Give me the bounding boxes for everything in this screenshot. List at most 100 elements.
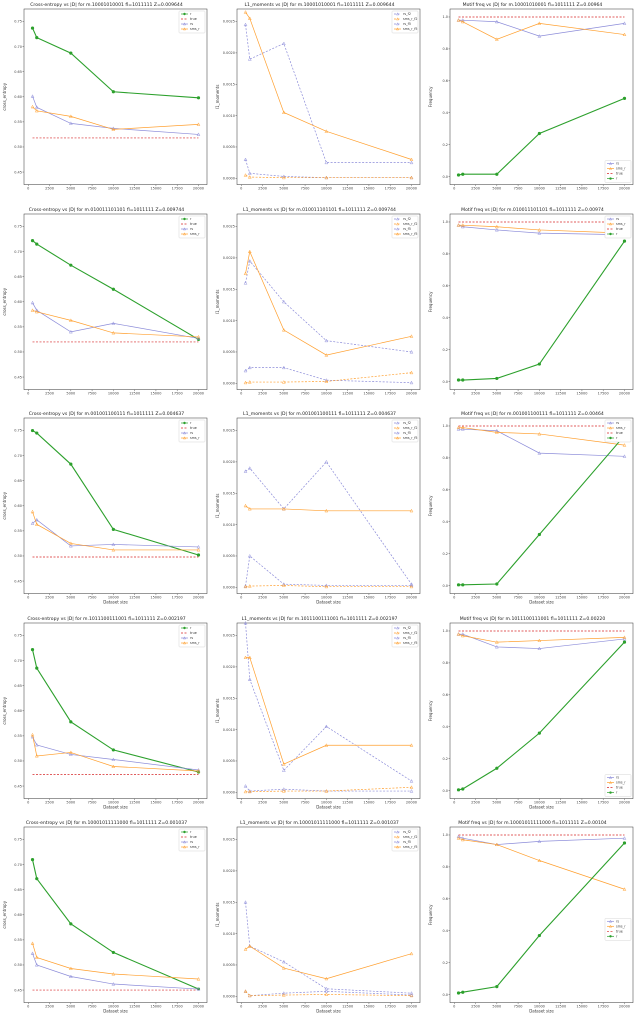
legend-entry: sms_r <box>190 845 200 849</box>
data-point <box>69 922 73 926</box>
data-point <box>111 548 116 552</box>
data-point <box>460 425 465 430</box>
x-tick-label: 10000 <box>108 1005 119 1009</box>
data-point <box>622 640 627 644</box>
data-point <box>243 947 248 952</box>
x-tick-label: 15000 <box>576 187 587 191</box>
x-tick-label: 15000 <box>150 187 161 191</box>
legend-entry: rs_f2 <box>403 626 411 630</box>
data-point <box>68 966 73 971</box>
series-line <box>458 838 625 890</box>
x-axis-label: Dataset size <box>103 600 128 605</box>
y-tick-label: 0.4 <box>442 725 448 729</box>
data-point <box>68 752 73 756</box>
x-tick-label: 12500 <box>555 391 566 395</box>
legend-entry: sms_r_f5 <box>403 641 418 645</box>
data-point <box>495 766 499 770</box>
data-point <box>537 34 542 38</box>
legend-entry: r <box>190 12 192 16</box>
data-point <box>456 173 461 177</box>
x-tick-label: 2500 <box>471 187 480 191</box>
y-tick-label: 0.60 <box>14 300 22 304</box>
series-line <box>458 427 625 446</box>
legend-marker <box>395 845 400 849</box>
data-point <box>111 764 116 768</box>
x-tick-label: 20000 <box>619 391 630 395</box>
x-axis-label: Dataset size <box>316 804 341 809</box>
data-point <box>247 789 252 793</box>
y-tick-label: 0.0 <box>442 789 448 793</box>
data-point <box>409 788 414 793</box>
series-sms-r <box>456 836 627 892</box>
y-tick-label: 0.0015 <box>223 82 235 86</box>
series-sms-r-f2 <box>243 173 414 180</box>
data-point <box>324 743 329 747</box>
y-tick-label: 0.55 <box>14 529 22 533</box>
data-point <box>622 841 627 845</box>
data-point <box>281 379 286 384</box>
y-tick-label: 0.8 <box>442 456 448 460</box>
data-point <box>409 175 414 180</box>
data-point <box>409 743 414 747</box>
y-tick-label: 1.0 <box>442 834 448 838</box>
chart-title: Motif freq vs |D| for m.010011101101 fl=… <box>461 207 604 213</box>
data-point <box>460 427 465 431</box>
y-tick-label: 0.55 <box>14 938 22 942</box>
x-tick-label: 17500 <box>598 187 609 191</box>
data-point <box>30 510 35 514</box>
legend-entry: sms_r_f5 <box>403 436 418 440</box>
plot-frame <box>449 417 634 595</box>
data-point <box>196 767 201 772</box>
x-tick-label: 0 <box>453 391 455 395</box>
legend-marker <box>395 22 400 26</box>
data-point <box>324 352 329 357</box>
data-point <box>281 788 286 793</box>
x-tick-label: 5000 <box>279 391 288 395</box>
data-point <box>243 10 248 14</box>
data-point <box>456 788 461 792</box>
x-tick-label: 10000 <box>534 800 545 804</box>
legend-marker <box>608 925 613 928</box>
data-point <box>247 171 252 175</box>
y-tick-label: 0.0005 <box>223 554 235 558</box>
y-tick-label: 0.70 <box>14 454 22 458</box>
series-line <box>245 991 412 997</box>
series-line <box>458 19 625 40</box>
x-tick-label: 2500 <box>258 1005 267 1009</box>
y-tick-label: 0.0025 <box>223 634 235 638</box>
series-r <box>456 640 627 792</box>
legend-marker <box>182 27 187 31</box>
chart-title: L1_moments vs |D| for m.1011100111001 fl… <box>242 616 398 622</box>
legend-entry: sms_r_f2 <box>403 835 418 839</box>
data-point <box>111 757 116 761</box>
x-tick-label: 5000 <box>492 187 501 191</box>
data-point <box>247 16 252 20</box>
y-tick-label: 0.70 <box>14 659 22 663</box>
data-point <box>34 742 39 747</box>
data-point <box>196 122 201 126</box>
chart-panel-2: L1_moments vs |D| for m.10001010001 fl=1… <box>215 2 421 191</box>
legend-entry: sms_r_f5 <box>403 27 418 31</box>
x-tick-label: 2500 <box>45 391 54 395</box>
legend-marker <box>609 436 612 440</box>
y-tick-label: 0.75 <box>14 838 22 842</box>
series-r <box>30 429 201 557</box>
x-tick-label: 5000 <box>66 800 75 804</box>
chart-title: Cross-entropy vs |D| for m.10001010001 f… <box>30 2 183 8</box>
data-point <box>494 37 499 41</box>
legend-entry: rs_f2 <box>403 217 411 221</box>
data-point <box>495 582 499 586</box>
x-tick-label: 20000 <box>619 596 630 600</box>
legend-marker <box>608 421 613 425</box>
legend-entry: rs <box>190 840 193 844</box>
x-tick-label: 7500 <box>88 1005 97 1009</box>
legend-marker <box>182 22 187 26</box>
x-tick-label: 0 <box>453 1005 455 1009</box>
legend-marker <box>395 835 400 839</box>
x-tick-label: 0 <box>240 1005 242 1009</box>
legend-marker <box>608 216 613 220</box>
series-line <box>32 511 199 551</box>
